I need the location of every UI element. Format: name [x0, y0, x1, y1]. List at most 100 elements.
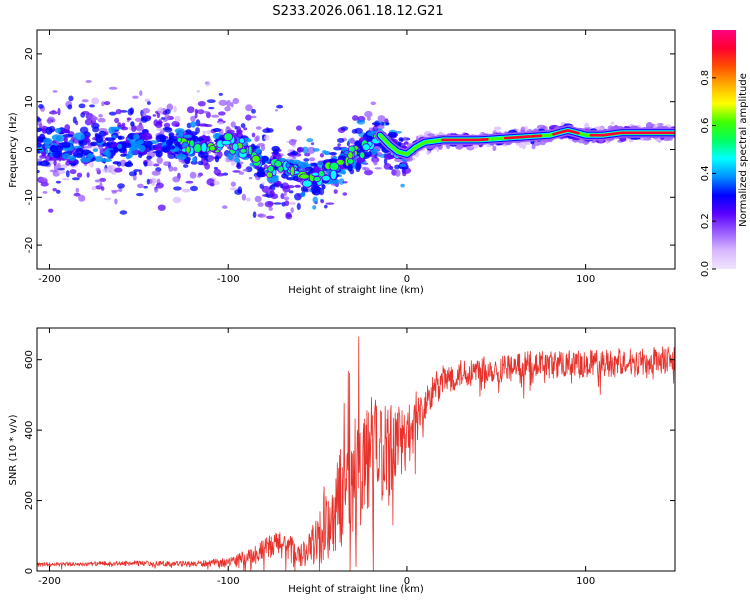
spectral-energy-blob [124, 161, 134, 168]
spectral-energy-blob [37, 142, 42, 148]
spectral-peak-spot [232, 142, 239, 152]
colorbar-tick-label: 0.6 [700, 118, 711, 134]
spectral-noise-blob [52, 188, 57, 192]
spectral-noise-blob [197, 101, 206, 107]
colorbar-gradient [712, 30, 736, 269]
spectral-energy-blob [117, 135, 123, 140]
spectral-energy-blob [112, 161, 120, 165]
spectral-noise-blob [226, 100, 231, 108]
x-tick-label: 100 [576, 274, 595, 285]
spectral-noise-blob [163, 161, 171, 167]
spectral-noise-blob [71, 177, 80, 181]
spectral-noise-blob [254, 136, 259, 142]
spectral-energy-blob [398, 137, 404, 142]
spectral-noise-blob [164, 108, 171, 115]
spectral-noise-blob [263, 164, 268, 170]
spectral-energy-blob [198, 123, 209, 127]
spectral-peak-spot [274, 160, 283, 168]
x-tick-label: -100 [217, 576, 240, 587]
spectral-energy-blob [146, 155, 152, 160]
colorbar-tick-label: 0.0 [700, 261, 711, 277]
spectral-noise-blob [342, 192, 348, 196]
spectral-noise-blob [119, 210, 128, 215]
spectral-energy-blob [102, 142, 111, 147]
spectral-energy-blob [176, 153, 187, 160]
spectral-energy-blob [140, 132, 152, 141]
spectral-noise-blob [173, 186, 182, 191]
spectral-noise-blob [56, 189, 61, 194]
spectral-noise-blob [383, 157, 388, 165]
spectral-noise-blob [174, 115, 181, 122]
spectral-noise-blob [263, 135, 270, 141]
spectral-noise-blob [68, 95, 74, 102]
spectral-energy-blob [290, 151, 299, 156]
spectral-noise-blob [218, 92, 223, 96]
spectral-noise-blob [288, 190, 294, 194]
spectral-noise-blob [143, 161, 148, 167]
spectral-noise-blob [241, 193, 246, 201]
spectral-noise-blob [349, 137, 355, 145]
colorbar-tick-label: 0.2 [700, 213, 711, 229]
spectral-noise-blob [427, 133, 436, 137]
spectral-noise-blob [210, 183, 215, 187]
spectral-noise-blob [254, 195, 262, 203]
spectral-noise-blob [208, 106, 215, 110]
spectral-noise-blob [42, 191, 48, 194]
spectral-noise-blob [319, 153, 324, 158]
spectral-noise-blob [157, 204, 166, 211]
spectral-noise-blob [162, 127, 172, 131]
spectral-noise-blob [245, 114, 252, 121]
spectral-energy-blob [139, 144, 146, 153]
spectral-energy-blob [100, 158, 112, 163]
spectral-noise-blob [143, 185, 148, 189]
spectral-energy-blob [403, 141, 409, 145]
spectral-noise-blob [136, 192, 144, 197]
spectral-peak-spot [185, 145, 191, 154]
y-tick-label: -10 [24, 189, 35, 205]
spectral-energy-blob [215, 132, 220, 140]
spectral-noise-blob [354, 127, 363, 134]
spectral-noise-blob [65, 170, 70, 178]
y-tick-label: 0 [24, 568, 35, 574]
spectral-noise-blob [307, 146, 316, 154]
spectral-energy-blob [192, 156, 197, 163]
spectral-noise-blob [264, 201, 274, 208]
spectral-peak-spot [200, 142, 208, 153]
spectral-noise-blob [288, 138, 297, 146]
spectral-noise-blob [103, 101, 111, 106]
spectral-noise-blob [302, 146, 309, 154]
spectrogram-y-label: Frequency (Hz) [8, 112, 19, 188]
spectral-energy-blob [290, 159, 302, 165]
spectral-noise-blob [352, 115, 359, 121]
spectral-noise-blob [261, 182, 265, 185]
spectral-noise-blob [91, 186, 97, 191]
colorbar-tick-label: 0.4 [700, 165, 711, 181]
spectral-noise-blob [160, 117, 166, 120]
x-tick-label: 0 [404, 274, 410, 285]
spectral-noise-blob [52, 90, 58, 93]
spectral-energy-blob [55, 144, 63, 153]
spectral-noise-blob [230, 181, 236, 187]
spectral-energy-blob [92, 148, 99, 152]
spectral-noise-blob [57, 170, 66, 175]
spectral-noise-blob [127, 108, 134, 116]
spectral-noise-blob [376, 151, 383, 156]
spectral-noise-blob [218, 111, 226, 116]
spectral-peak-spot [299, 173, 310, 180]
spectral-peak-spot [362, 143, 371, 151]
spectral-noise-blob [183, 164, 189, 168]
spectral-noise-blob [132, 95, 139, 99]
spectral-noise-blob [342, 181, 348, 184]
colorbar-tick-label: 0.8 [700, 70, 711, 86]
spectral-noise-blob [493, 126, 502, 131]
spectral-noise-blob [111, 189, 119, 193]
ridge-core-red [552, 129, 580, 136]
spectral-noise-blob [236, 161, 241, 168]
spectrogram-heatmap [37, 80, 675, 220]
spectral-energy-blob [95, 135, 104, 144]
spectral-noise-blob [395, 131, 402, 134]
spectral-noise-blob [137, 183, 144, 189]
spectral-noise-blob [190, 185, 198, 192]
spectral-energy-blob [153, 146, 165, 151]
spectral-noise-blob [320, 199, 325, 204]
